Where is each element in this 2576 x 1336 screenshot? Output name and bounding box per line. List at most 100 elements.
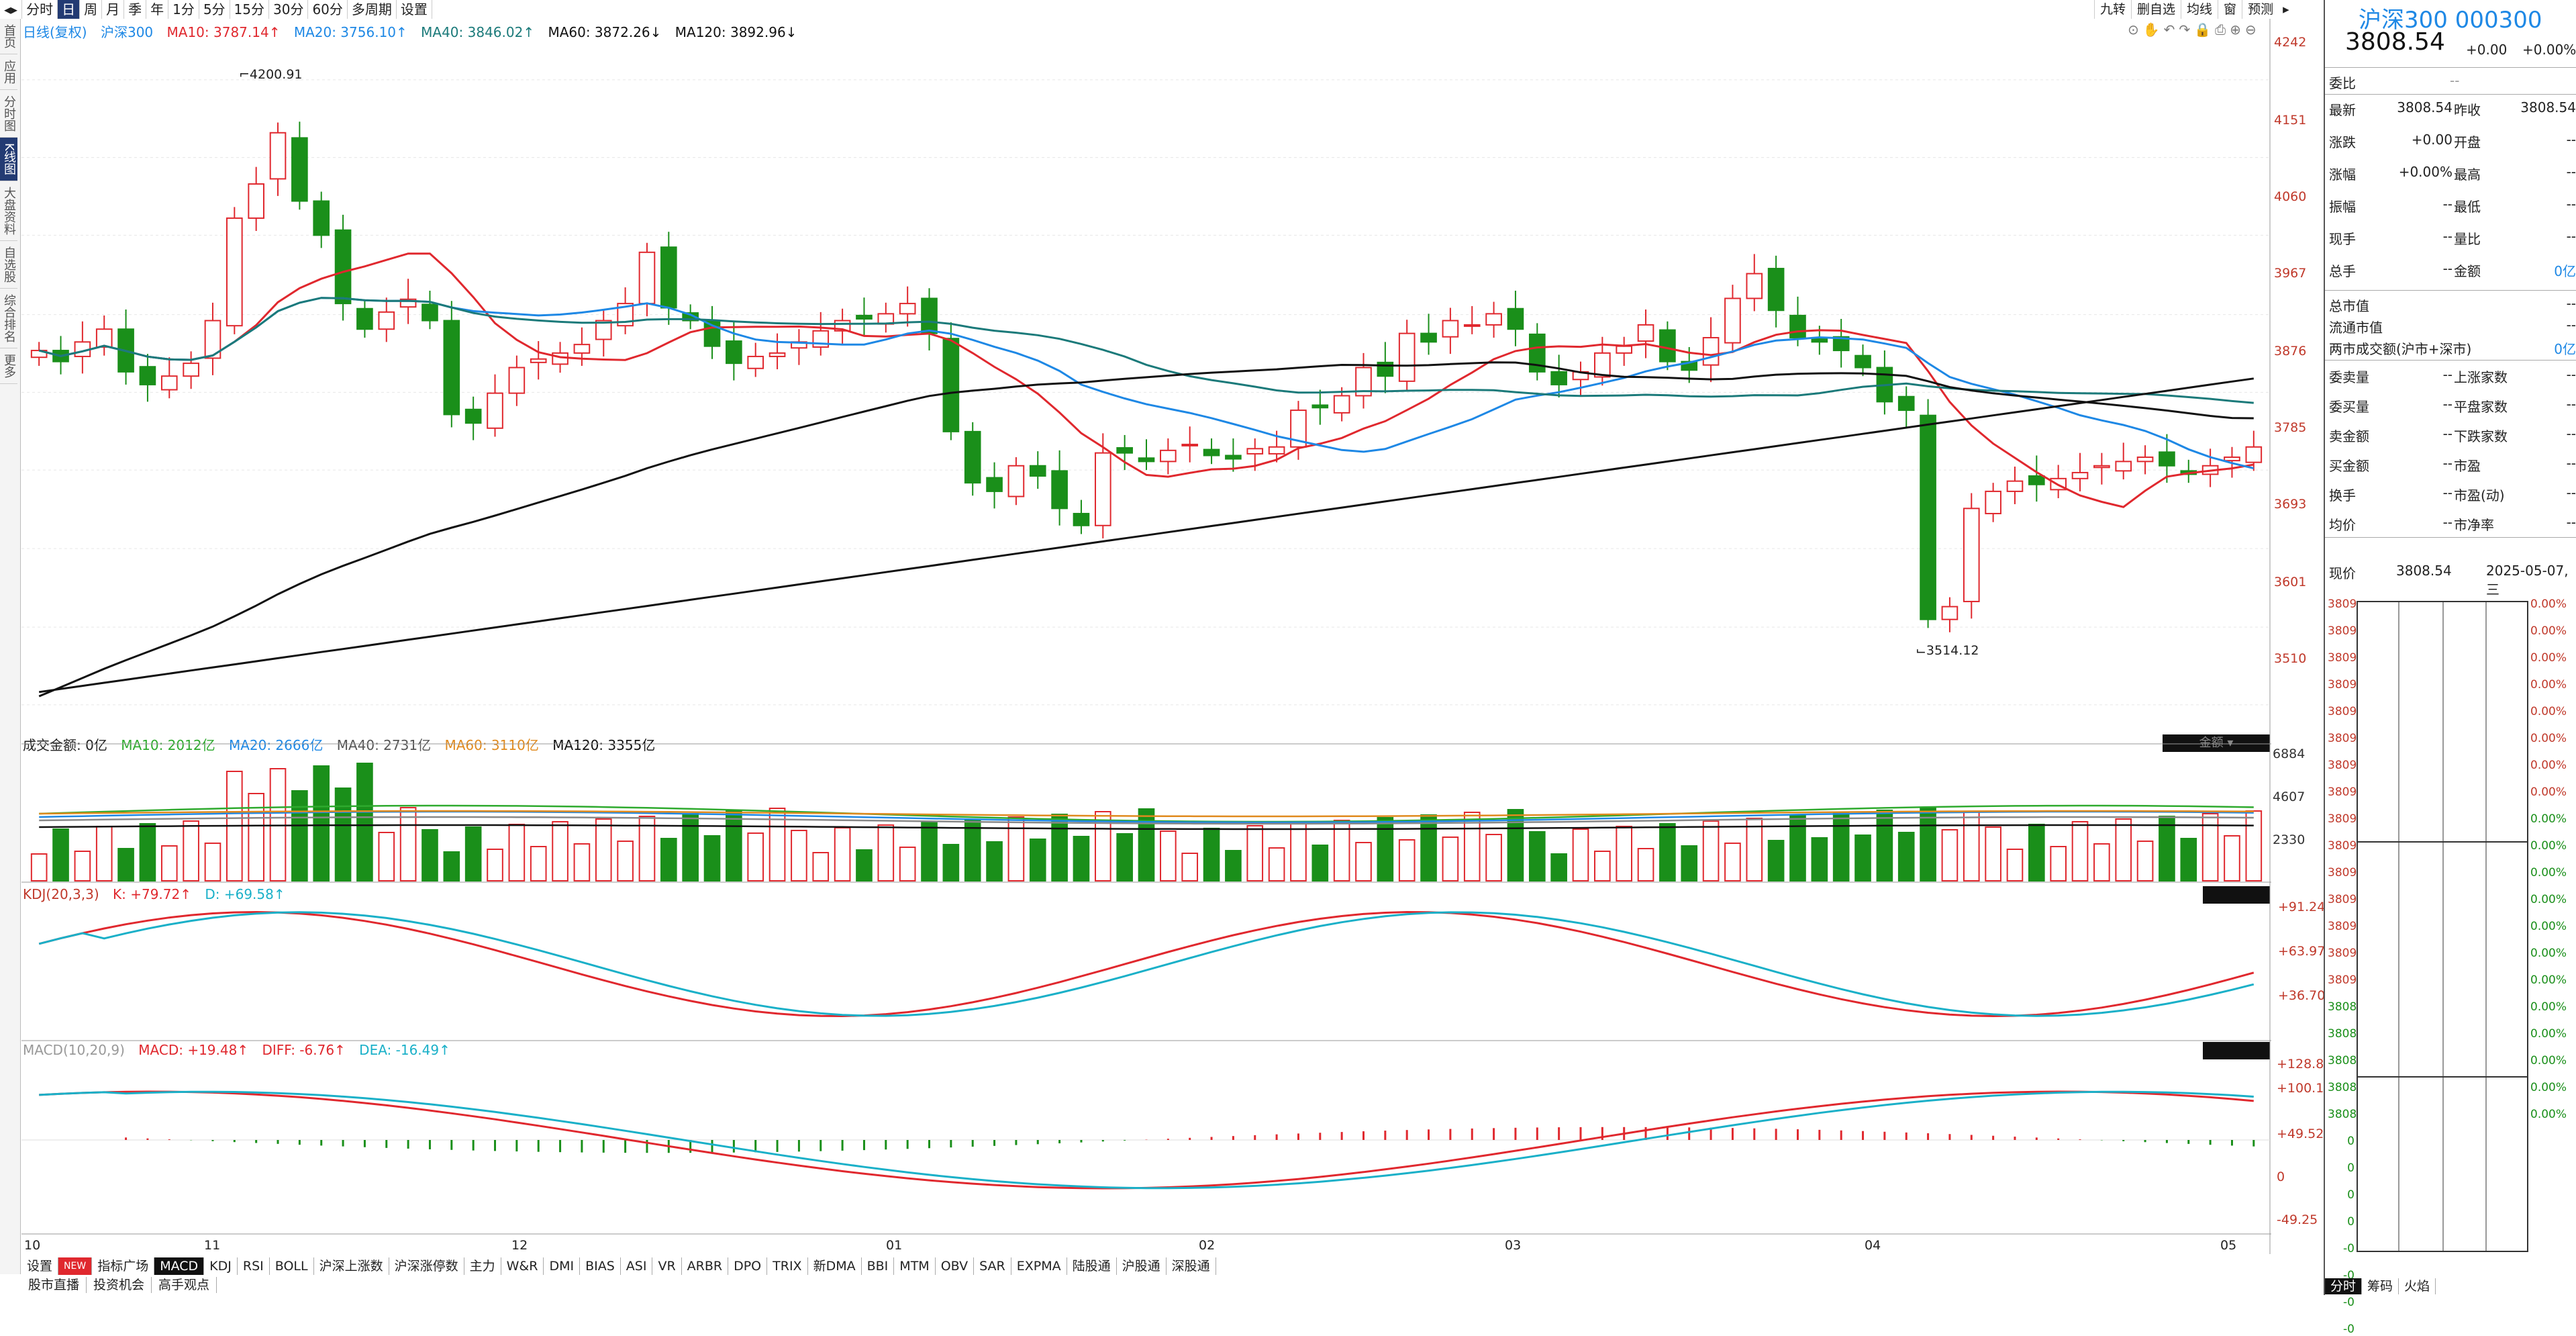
period-tab-6[interactable]: 1分	[168, 0, 199, 19]
nav-arrow-right[interactable]: ▸	[2283, 2, 2289, 17]
intraday-pct-tick: 0.00%	[2530, 893, 2567, 906]
volume-bar	[1594, 851, 1611, 881]
quote-value: --	[2566, 164, 2576, 180]
volume-bar	[422, 829, 438, 881]
indicator-tab-15[interactable]: ARBR	[682, 1257, 729, 1275]
volume-bar	[1572, 828, 1589, 881]
indicator-tab-9[interactable]: 主力	[464, 1257, 501, 1275]
indicator-tab-7[interactable]: 沪深上涨数	[314, 1257, 389, 1275]
indicator-tab-0[interactable]: 设置	[21, 1257, 59, 1275]
indicator-tab-24[interactable]: 陆股通	[1067, 1257, 1117, 1275]
bottom-link-2[interactable]: 高手观点	[152, 1277, 217, 1293]
intraday-pct-tick: 0.00%	[2530, 1081, 2567, 1094]
kdj-settings-button[interactable]	[2203, 886, 2270, 904]
period-tab-5[interactable]: 年	[146, 0, 169, 19]
indicator-tab-1[interactable]: NEW	[58, 1257, 93, 1275]
indicator-tab-2[interactable]: 指标广场	[92, 1257, 155, 1275]
indicator-tab-20[interactable]: MTM	[894, 1257, 936, 1275]
volume-bar	[1442, 837, 1459, 881]
volume-bar	[573, 843, 591, 881]
quote-bottom-tabs: 分时 筹码 火焰	[2325, 1278, 2436, 1294]
indicator-tab-18[interactable]: 新DMA	[808, 1257, 862, 1275]
indicator-tab-10[interactable]: W&R	[501, 1257, 544, 1275]
candle-body	[769, 352, 786, 357]
now-price: 3808.54	[2396, 563, 2452, 579]
macd-dea: DEA: -16.49↑	[359, 1042, 450, 1058]
volume-mode-button[interactable]: 金额 ▾	[2163, 734, 2270, 752]
period-tab-9[interactable]: 30分	[269, 0, 309, 19]
indicator-tab-8[interactable]: 沪深涨停数	[389, 1257, 464, 1275]
sidebar-item-2[interactable]: 分时图	[0, 90, 17, 138]
quote-bottom-tab-1[interactable]: 筹码	[2362, 1278, 2399, 1294]
low-annotation: ⌙3514.12	[1916, 643, 1979, 658]
quote-value: 0亿	[2554, 263, 2576, 279]
volume-bar	[1377, 817, 1394, 881]
indicator-tab-4[interactable]: KDJ	[204, 1257, 238, 1275]
candle-body	[1160, 449, 1177, 463]
quote-label: 买金额	[2329, 458, 2369, 474]
period-tab-3[interactable]: 月	[102, 0, 125, 19]
indicator-tab-16[interactable]: DPO	[728, 1257, 768, 1275]
indicator-tab-23[interactable]: EXPMA	[1011, 1257, 1067, 1275]
quote-bottom-tab-2[interactable]: 火焰	[2399, 1278, 2436, 1294]
nav-arrows[interactable]: ◂▸	[0, 0, 23, 19]
period-tab-11[interactable]: 多周期	[348, 0, 397, 19]
sidebar-item-5[interactable]: 自选股	[0, 241, 17, 289]
volume-bar	[139, 823, 156, 881]
macd-settings-button[interactable]	[2203, 1042, 2270, 1059]
vol-ma120-line	[39, 824, 2254, 830]
period-tab-7[interactable]: 5分	[199, 0, 230, 19]
kline-chart[interactable]	[21, 19, 2271, 1255]
intraday-price-tick: 3808	[2328, 1081, 2357, 1094]
indicator-tab-17[interactable]: TRIX	[767, 1257, 808, 1275]
quote-value: --	[2442, 260, 2453, 277]
candle-body	[1616, 345, 1633, 354]
indicator-tab-13[interactable]: ASI	[621, 1257, 653, 1275]
indicator-tab-12[interactable]: BIAS	[580, 1257, 621, 1275]
quote-bottom-tab-0[interactable]: 分时	[2325, 1278, 2363, 1294]
volume-bar	[1333, 820, 1350, 881]
chart-tool-icons[interactable]: ⊙✋↶↷🔒⎙⊕⊖	[2128, 21, 2261, 38]
volume-bar	[1420, 814, 1437, 881]
intraday-chart[interactable]	[2325, 591, 2576, 1262]
indicator-tab-26[interactable]: 深股通	[1167, 1257, 1216, 1275]
indicator-tab-11[interactable]: DMI	[544, 1257, 581, 1275]
period-tab-1[interactable]: 日	[58, 0, 81, 19]
indicator-tab-5[interactable]: RSI	[238, 1257, 270, 1275]
period-tab-2[interactable]: 周	[80, 0, 103, 19]
period-tab-8[interactable]: 15分	[230, 0, 269, 19]
indicator-tab-14[interactable]: VR	[652, 1257, 682, 1275]
toolbar-right-1[interactable]: 删自选	[2131, 0, 2181, 19]
toolbar-right-0[interactable]: 九转	[2094, 0, 2131, 19]
indicator-tab-6[interactable]: BOLL	[270, 1257, 314, 1275]
sidebar-item-4[interactable]: 大盘资料	[0, 181, 17, 241]
indicator-tab-21[interactable]: OBV	[936, 1257, 975, 1275]
toolbar-right-2[interactable]: 均线	[2181, 0, 2218, 19]
indicator-tab-3[interactable]: MACD	[154, 1257, 205, 1275]
period-tab-0[interactable]: 分时	[22, 0, 58, 19]
sidebar-item-1[interactable]: 应用	[0, 54, 17, 90]
period-tab-12[interactable]: 设置	[397, 0, 432, 19]
quote-label: 流通市值	[2329, 320, 2383, 336]
macd-diff: DIFF: -6.76↑	[262, 1042, 346, 1058]
indicator-tab-19[interactable]: BBI	[862, 1257, 895, 1275]
intraday-price-tick: 3808	[2328, 1054, 2357, 1067]
sidebar-item-7[interactable]: 更多	[0, 348, 17, 384]
bottom-link-1[interactable]: 投资机会	[87, 1277, 152, 1293]
candle-body	[1594, 352, 1611, 378]
intraday-pct-tick: 0.00%	[2530, 973, 2567, 987]
volume-bar	[1659, 823, 1676, 881]
sidebar-item-6[interactable]: 综合排名	[0, 289, 17, 348]
period-tab-10[interactable]: 60分	[308, 0, 348, 19]
sidebar-item-0[interactable]: 首页	[0, 19, 17, 54]
bottom-link-0[interactable]: 股市直播	[21, 1277, 87, 1293]
quote-label: 振幅	[2329, 199, 2356, 215]
macd-tick: +100.1	[2277, 1081, 2324, 1096]
indicator-tab-25[interactable]: 沪股通	[1117, 1257, 1167, 1275]
toolbar-right-3[interactable]: 窗	[2218, 0, 2242, 19]
indicator-tab-22[interactable]: SAR	[974, 1257, 1011, 1275]
toolbar-right-4[interactable]: 预测	[2242, 0, 2279, 19]
sidebar-item-3[interactable]: K线图	[0, 138, 17, 181]
period-tab-4[interactable]: 季	[124, 0, 147, 19]
volume-bar	[1398, 839, 1416, 881]
